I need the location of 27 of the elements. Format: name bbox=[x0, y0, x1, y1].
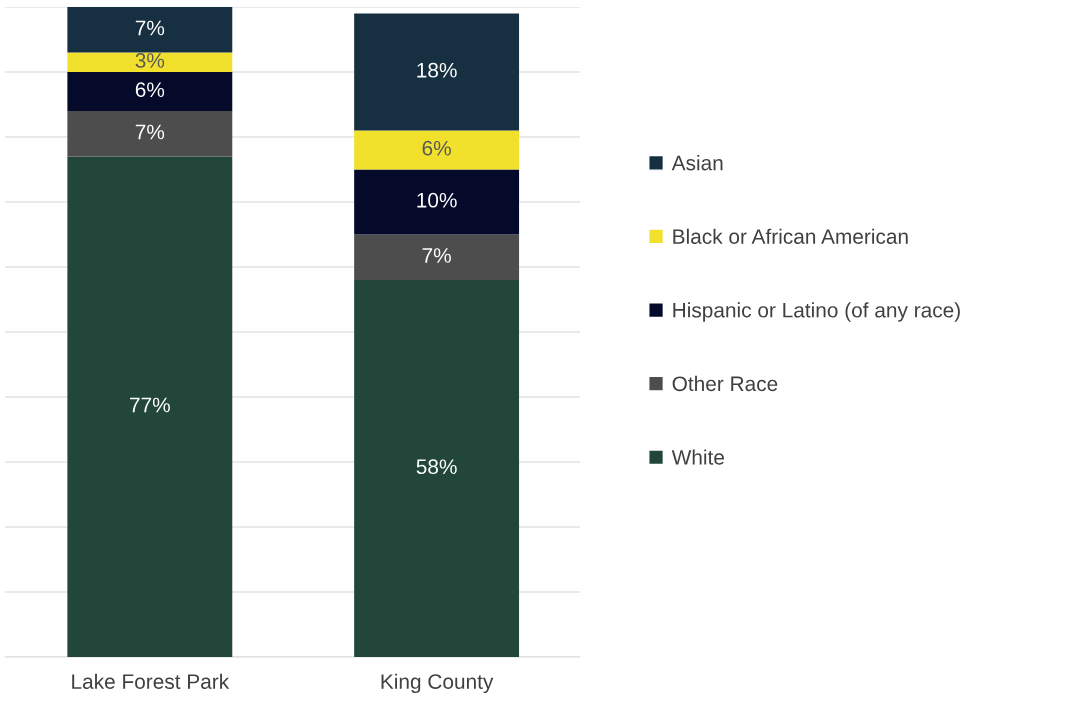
legend-label: Asian bbox=[671, 155, 723, 171]
data-label: 7% bbox=[135, 124, 165, 140]
data-label: 77% bbox=[130, 397, 170, 413]
legend-label: Hispanic or Latino (of any race) bbox=[673, 302, 960, 322]
bar bbox=[354, 130, 520, 170]
x-tick-label: Lake Forest Park bbox=[72, 673, 230, 689]
bar bbox=[67, 7, 233, 53]
data-label: 7% bbox=[422, 248, 451, 263]
data-label: 3% bbox=[135, 53, 165, 68]
data-label: 7% bbox=[135, 20, 165, 36]
data-label: 58% bbox=[416, 459, 457, 475]
bar bbox=[354, 169, 520, 235]
legend-label: White bbox=[671, 449, 724, 465]
bar bbox=[67, 111, 233, 157]
bar bbox=[67, 52, 233, 72]
data-label: 18% bbox=[417, 62, 457, 78]
data-label: 6% bbox=[135, 82, 165, 98]
legend-label: Black or African American bbox=[673, 228, 908, 244]
bar bbox=[354, 234, 520, 280]
bar bbox=[67, 72, 233, 111]
data-label: 6% bbox=[422, 140, 451, 156]
data-label: 10% bbox=[417, 192, 457, 208]
bar bbox=[67, 156, 233, 657]
bar bbox=[354, 13, 520, 131]
legend-label: Other Race bbox=[672, 375, 778, 392]
bar bbox=[354, 280, 520, 657]
x-tick-label: King County bbox=[381, 673, 494, 694]
